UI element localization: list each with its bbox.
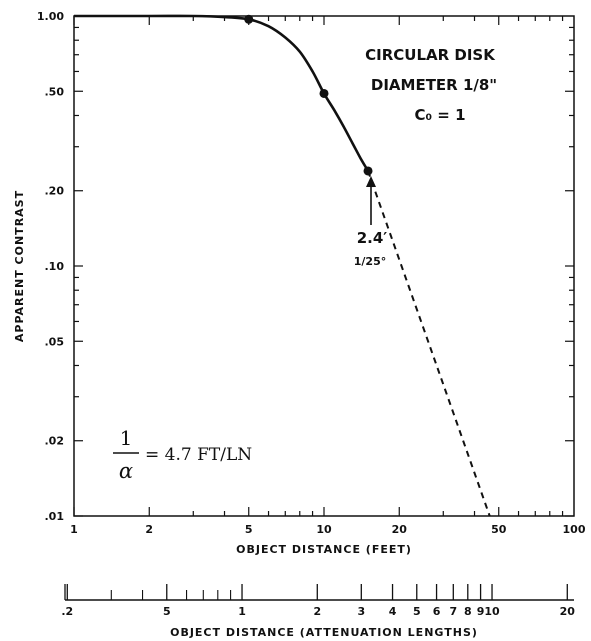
x-tick-label: 20 bbox=[392, 523, 408, 536]
y-tick-label: .02 bbox=[45, 435, 65, 448]
secondary-tick-label: 3 bbox=[357, 605, 365, 618]
chart-title-line-1: CIRCULAR DISK bbox=[365, 46, 496, 64]
chart-title-line-2: DIAMETER 1/8" bbox=[371, 76, 497, 94]
secondary-tick-label: 8 bbox=[464, 605, 472, 618]
x-tick-labels: 1 2 5 10 20 50 100 bbox=[70, 523, 586, 536]
formula-value: = 4.7 FT/LN bbox=[145, 445, 252, 465]
x-tick-label: 2 bbox=[145, 523, 153, 536]
data-point-marker bbox=[244, 14, 254, 24]
x-axis-title: OBJECT DISTANCE (FEET) bbox=[236, 543, 412, 556]
series-lines bbox=[73, 14, 491, 517]
y-axis-title: APPARENT CONTRAST bbox=[13, 190, 26, 342]
x-tick-label: 10 bbox=[316, 523, 332, 536]
arrow-label: 2.4′ bbox=[357, 229, 388, 247]
x-tick-label: 1 bbox=[70, 523, 78, 536]
arrow-sublabel: 1/25° bbox=[354, 255, 386, 268]
x-tick-label: 50 bbox=[491, 523, 507, 536]
data-point-marker bbox=[363, 166, 373, 176]
chart-title-line-3: C₀ = 1 bbox=[414, 106, 465, 124]
series-line-solid bbox=[73, 14, 370, 172]
series-line-dashed bbox=[367, 170, 491, 517]
data-point-marker bbox=[319, 88, 329, 98]
secondary-tick-label: 5 bbox=[163, 605, 171, 618]
secondary-tick-label: 4 bbox=[389, 605, 397, 618]
y-tick-label: .05 bbox=[45, 335, 65, 348]
formula-numerator: 1 bbox=[120, 426, 133, 450]
y-tick-label: .01 bbox=[45, 510, 65, 523]
secondary-tick-label: 9 bbox=[477, 605, 485, 618]
x-tick-label: 100 bbox=[563, 523, 586, 536]
secondary-tick-label: 2 bbox=[313, 605, 321, 618]
data-markers bbox=[244, 14, 373, 176]
y-tick-label: .10 bbox=[45, 260, 65, 273]
secondary-tick-label: 10 bbox=[484, 605, 500, 618]
secondary-tick-label: 5 bbox=[413, 605, 421, 618]
y-tick-labels: 1.00 .50 .20 .10 .05 .02 .01 bbox=[37, 10, 64, 523]
secondary-tick-label: 7 bbox=[449, 605, 457, 618]
secondary-tick-label: 6 bbox=[433, 605, 441, 618]
y-tick-label: 1.00 bbox=[37, 10, 64, 23]
y-tick-label: .50 bbox=[45, 85, 65, 98]
y-tick-label: .20 bbox=[45, 185, 65, 198]
secondary-axis-ticks: .2 5 1 2 3 4 5 6 7 8 9 10 20 bbox=[61, 584, 575, 618]
secondary-tick-label: .2 bbox=[61, 605, 73, 618]
x-tick-label: 5 bbox=[245, 523, 253, 536]
secondary-tick-label: 1 bbox=[238, 605, 246, 618]
secondary-axis-title: OBJECT DISTANCE (ATTENUATION LENGTHS) bbox=[170, 626, 478, 639]
formula-denominator: α bbox=[119, 459, 133, 483]
secondary-tick-label: 20 bbox=[560, 605, 576, 618]
annotation-arrowhead bbox=[366, 176, 376, 187]
